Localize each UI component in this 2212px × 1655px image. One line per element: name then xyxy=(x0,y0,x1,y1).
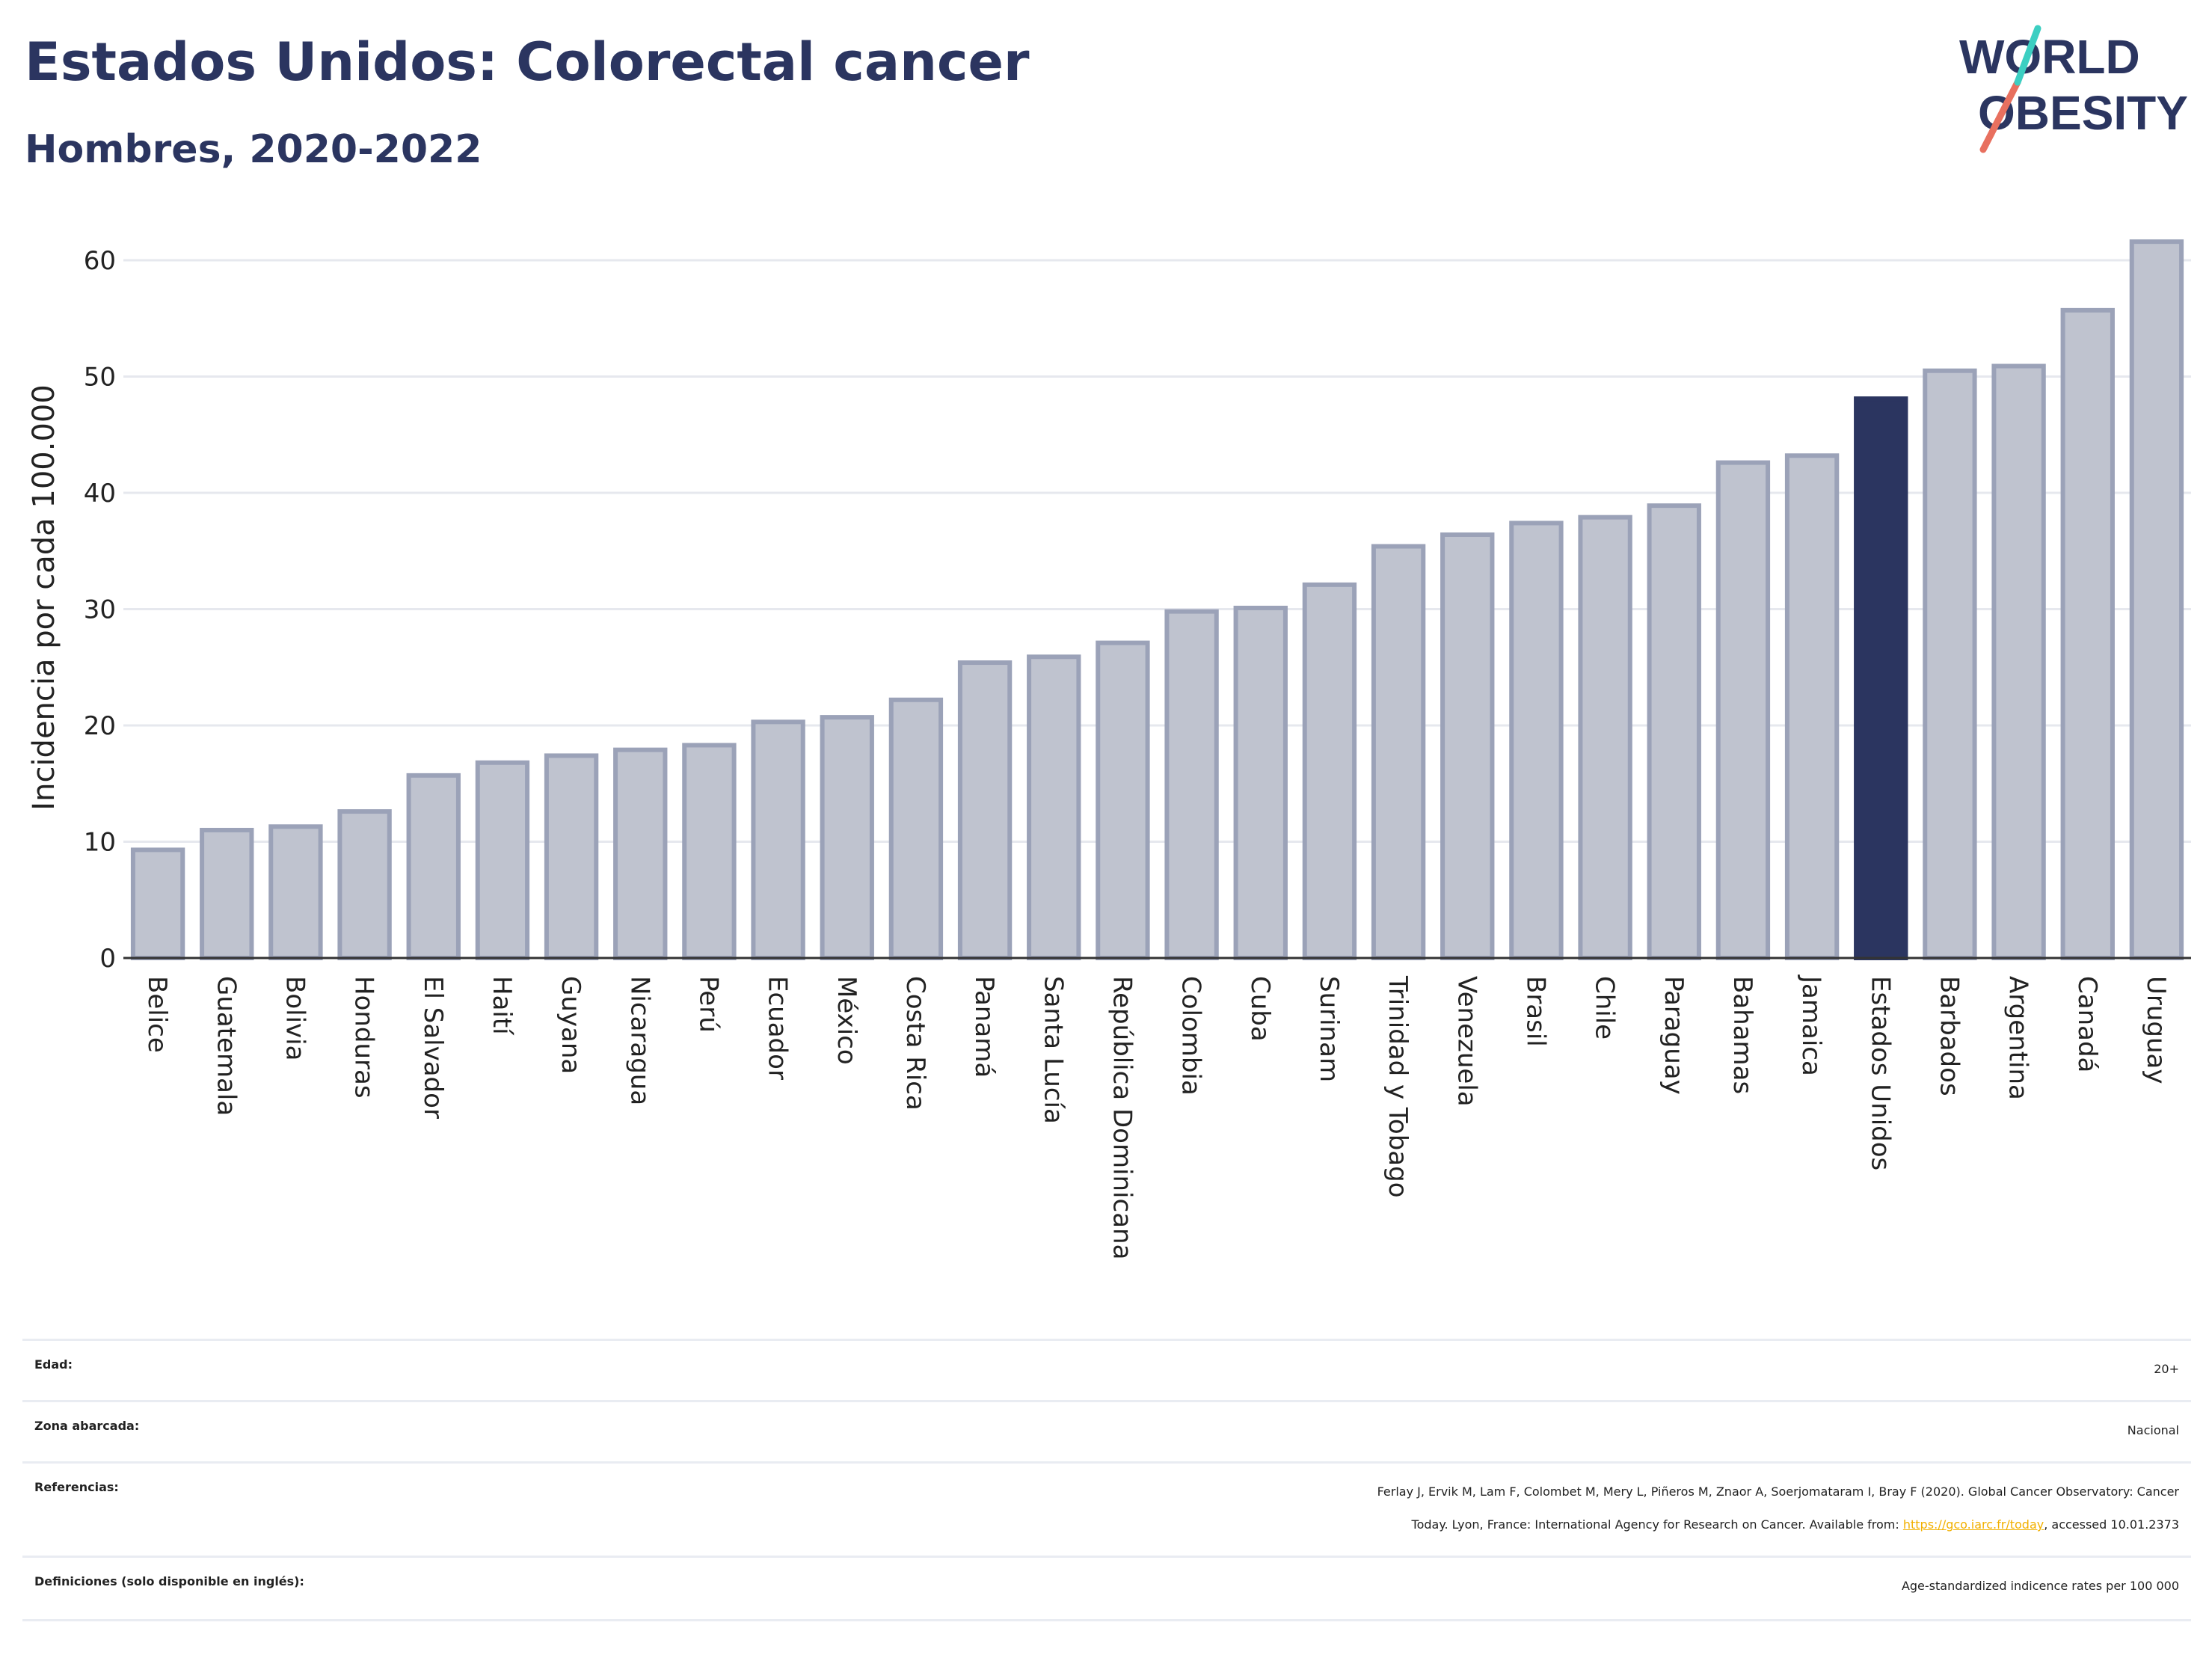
x-tick-label: Surinam xyxy=(1314,976,1344,1082)
y-tick-label: 40 xyxy=(84,479,116,509)
bar xyxy=(1854,396,1908,960)
y-axis-label: Incidencia por cada 100.000 xyxy=(27,384,61,810)
x-tick-label: Bahamas xyxy=(1727,976,1757,1094)
meta-row-age: Edad: 20+ xyxy=(22,1339,2191,1402)
meta-label: Referencias: xyxy=(34,1480,119,1494)
logo-slash-teal xyxy=(2014,25,2042,86)
bar xyxy=(1164,609,1219,960)
bar xyxy=(544,753,599,960)
x-tick-label: Costa Rica xyxy=(900,976,930,1111)
logo-line-1: WORLD xyxy=(1959,30,2140,84)
x-tick-label: Nicaragua xyxy=(624,976,654,1105)
x-tick-label: Cuba xyxy=(1245,976,1275,1042)
bar xyxy=(957,660,1013,961)
x-tick-label: Uruguay xyxy=(2141,976,2171,1084)
bar xyxy=(682,743,737,960)
x-tick-label: Canadá xyxy=(2072,976,2102,1072)
meta-value: Ferlay J, Ervik M, Lam F, Colombet M, Me… xyxy=(1377,1476,2179,1541)
meta-row-area: Zona abarcada: Nacional xyxy=(22,1400,2191,1464)
bar xyxy=(1578,515,1632,960)
bar xyxy=(1233,605,1288,960)
bar xyxy=(1371,544,1426,960)
bar xyxy=(1991,363,2046,960)
bar xyxy=(613,747,668,961)
meta-row-references: Referencias: Ferlay J, Ervik M, Lam F, C… xyxy=(22,1461,2191,1558)
y-tick-label: 20 xyxy=(84,711,116,741)
bar xyxy=(1096,640,1150,960)
x-tick-label: Haití xyxy=(487,976,517,1036)
bar xyxy=(337,809,392,960)
bar xyxy=(130,847,185,961)
chart-title: Estados Unidos: Colorectal cancer xyxy=(25,31,1030,93)
chart-subtitle: Hombres, 2020-2022 xyxy=(25,127,482,172)
y-tick-label: 0 xyxy=(99,944,116,974)
bar xyxy=(268,824,323,961)
meta-row-definitions: Definiciones (solo disponible en inglés)… xyxy=(22,1556,2191,1621)
bar xyxy=(820,715,874,960)
x-tick-label: Perú xyxy=(693,976,723,1033)
bar xyxy=(1784,453,1840,960)
bar xyxy=(406,773,461,960)
x-tick-label: Barbados xyxy=(1934,976,1964,1096)
bar xyxy=(751,719,805,961)
y-tick-label: 50 xyxy=(84,363,116,393)
bar xyxy=(1647,503,1701,960)
bar xyxy=(1440,532,1495,960)
x-tick-label: Panamá xyxy=(969,976,999,1078)
meta-value: Nacional xyxy=(2127,1423,2179,1437)
x-tick-label: Colombia xyxy=(1176,976,1206,1096)
world-obesity-logo: WORLD OBESITY xyxy=(1959,25,2188,153)
reference-line-2: Today. Lyon, France: International Agenc… xyxy=(1411,1517,2179,1532)
bar xyxy=(1923,368,1977,961)
x-tick-label: Ecuador xyxy=(763,976,793,1080)
y-tick-label: 60 xyxy=(84,246,116,276)
x-tick-label: Santa Lucía xyxy=(1038,976,1068,1124)
bar xyxy=(475,760,530,960)
x-tick-label: Argentina xyxy=(2003,976,2033,1100)
bar xyxy=(2060,307,2115,960)
bar xyxy=(1027,654,1081,960)
reference-line-1: Ferlay J, Ervik M, Lam F, Colombet M, Me… xyxy=(1377,1484,2179,1499)
meta-label: Zona abarcada: xyxy=(34,1419,140,1433)
x-tick-label: El Salvador xyxy=(418,976,448,1119)
y-tick-label: 10 xyxy=(84,828,116,858)
bar xyxy=(888,697,944,960)
meta-value: Age-standardized indicence rates per 100… xyxy=(1901,1579,2179,1593)
meta-value: 20+ xyxy=(2154,1362,2179,1376)
x-tick-label: Brasil xyxy=(1520,976,1550,1047)
bar xyxy=(1509,521,1564,960)
x-tick-label: República Dominicana xyxy=(1107,976,1137,1259)
x-tick-label: Belice xyxy=(142,976,172,1053)
x-tick-label: Paraguay xyxy=(1659,976,1689,1095)
x-tick-label: Guatemala xyxy=(211,976,241,1116)
x-tick-label: Venezuela xyxy=(1451,976,1481,1107)
bar xyxy=(200,827,254,960)
x-tick-label: Honduras xyxy=(349,976,379,1099)
reference-link[interactable]: https://gco.iarc.fr/today xyxy=(1902,1517,2044,1532)
x-tick-label: Trinidad y Tobago xyxy=(1383,975,1413,1198)
x-tick-label: Guyana xyxy=(556,976,586,1074)
y-tick-label: 30 xyxy=(84,595,116,625)
bar-chart: 0 10 20 30 40 50 60 Incidencia por cada 100.000… xyxy=(27,239,2191,1259)
x-tick-label: Bolivia xyxy=(280,976,310,1060)
x-tick-label: Chile xyxy=(1590,976,1620,1040)
x-tick-label: Estados Unidos xyxy=(1865,976,1895,1170)
meta-label: Edad: xyxy=(34,1357,73,1372)
meta-label: Definiciones (solo disponible en inglés)… xyxy=(34,1574,304,1588)
x-tick-label: Jamaica xyxy=(1796,974,1826,1076)
bar xyxy=(1715,460,1771,960)
logo-slash-coral xyxy=(1979,79,2021,153)
x-tick-label: México xyxy=(832,976,861,1065)
bar xyxy=(1302,582,1357,960)
bar xyxy=(2129,239,2184,960)
